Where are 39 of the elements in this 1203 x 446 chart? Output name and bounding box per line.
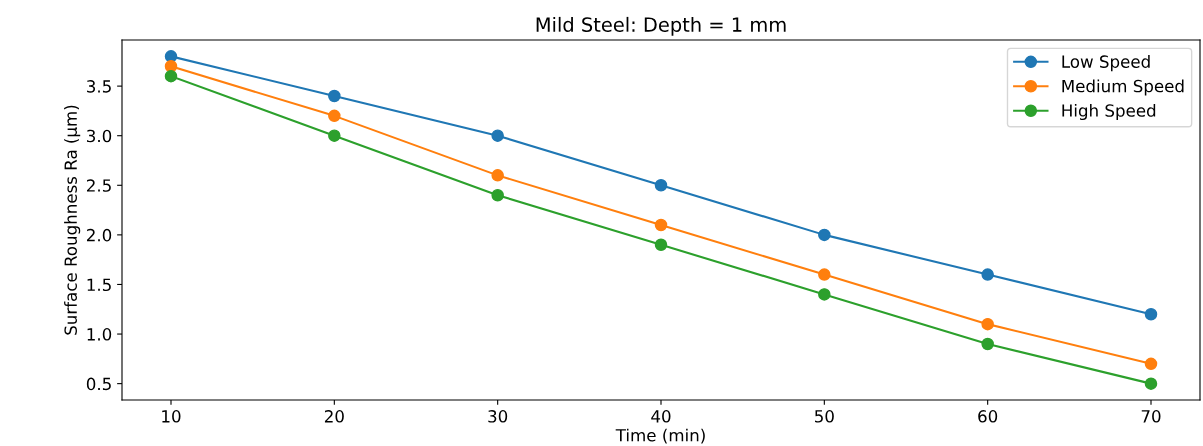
y-tick-label: 1.5 — [87, 278, 111, 292]
legend-label: High Speed — [1062, 103, 1156, 121]
y-axis-title: Surface Roughness Ra (µm) — [64, 105, 81, 335]
point — [1144, 377, 1158, 390]
point — [491, 169, 504, 182]
point — [818, 228, 831, 242]
x-tick-label: 20 — [324, 410, 344, 423]
point — [1144, 307, 1158, 321]
point — [328, 109, 341, 123]
y-tick-label: 3.0 — [87, 129, 112, 143]
legend-label: Low Speed — [1062, 55, 1150, 72]
point — [981, 268, 994, 281]
point — [981, 317, 994, 331]
y-tick-label: 2.0 — [86, 228, 112, 242]
point — [491, 129, 504, 142]
point — [818, 268, 831, 281]
y-tick-label: 2.5 — [86, 179, 111, 192]
x-tick-label: 10 — [162, 410, 181, 423]
x-tick-label: 60 — [978, 410, 998, 423]
point — [654, 179, 668, 192]
point — [654, 238, 668, 252]
point — [328, 89, 341, 103]
x-tick-label: 40 — [651, 410, 671, 423]
y-tick-label: 1.0 — [87, 328, 112, 341]
point — [491, 188, 504, 202]
point — [164, 69, 178, 83]
chart-title: Mild Steel: Depth = 1 mm — [536, 16, 786, 36]
point — [654, 218, 668, 232]
point — [818, 288, 831, 301]
x-tick-label: 70 — [1141, 410, 1161, 423]
x-tick-label: 30 — [488, 410, 508, 423]
point — [1144, 357, 1158, 371]
point — [981, 337, 994, 351]
point — [328, 129, 341, 142]
legend-label: Medium Speed — [1062, 79, 1184, 96]
x-axis-title: Time (min) — [615, 428, 705, 444]
x-tick-label: 50 — [815, 410, 834, 423]
y-tick-label: 3.5 — [87, 80, 111, 93]
y-tick-label: 0.5 — [86, 377, 111, 391]
